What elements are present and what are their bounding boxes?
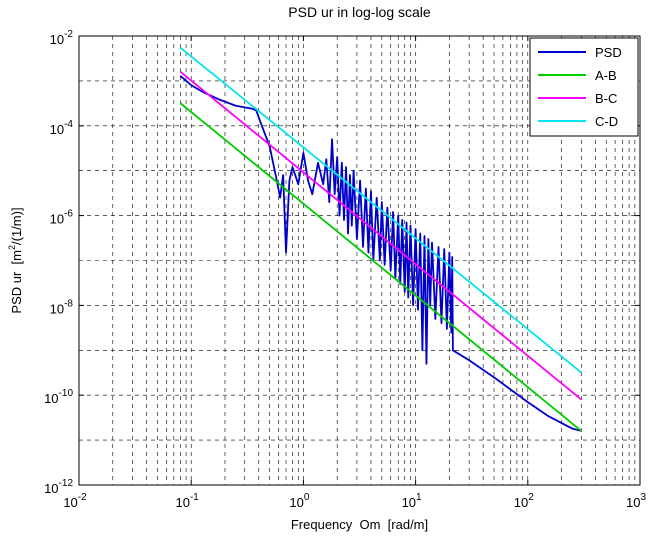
x-tick-label-exp: -1	[190, 492, 199, 503]
series-line-a-b	[179, 102, 582, 432]
y-tick-label-base: 10	[50, 122, 64, 137]
y-tick-label-exp: -8	[64, 298, 73, 309]
legend-label: A-B	[595, 68, 617, 83]
x-tick-label-base: 10	[514, 495, 528, 510]
x-tick-label: 100	[289, 492, 309, 510]
x-tick-label-exp: 0	[304, 492, 310, 503]
y-tick-label-exp: -2	[64, 29, 73, 40]
plot-area-frame	[78, 35, 641, 486]
grid-lines	[79, 36, 640, 485]
x-tick-label-exp: 3	[640, 492, 646, 503]
x-tick-label-exp: 2	[528, 492, 534, 503]
legend: PSD A-B B-C C-D	[529, 37, 639, 137]
x-tick-label-base: 10	[626, 495, 640, 510]
x-tick-label-exp: -2	[78, 492, 87, 503]
chart-title: PSD ur in log-log scale	[288, 4, 431, 20]
x-tick-label: 103	[626, 492, 646, 510]
y-tick-label-exp: -12	[59, 478, 74, 489]
x-tick-label: 10-2	[63, 492, 87, 510]
x-tick-label: 10-1	[176, 492, 200, 510]
y-tick-label: 10-4	[50, 119, 74, 137]
y-tick-label: 10-12	[44, 478, 73, 496]
y-axis-label-prefix: PSD ur [m	[9, 250, 24, 314]
series-line-b-c	[179, 71, 582, 401]
y-tick-label: 10-8	[50, 298, 74, 316]
y-tick-label-exp: -4	[64, 119, 73, 130]
x-tick-label-base: 10	[402, 495, 416, 510]
y-axis-label-sup: 2	[7, 245, 17, 250]
x-tick-label: 102	[514, 492, 534, 510]
legend-label: B-C	[595, 91, 617, 106]
x-tick-label: 101	[402, 492, 422, 510]
series-lines	[179, 46, 582, 432]
legend-label: C-D	[595, 114, 618, 129]
y-tick-label-base: 10	[50, 212, 64, 227]
legend-box	[529, 37, 639, 137]
y-tick-label: 10-6	[50, 209, 74, 227]
y-tick-label: 10-2	[50, 29, 74, 47]
legend-label: PSD	[595, 45, 622, 60]
y-tick-label-exp: -10	[59, 388, 74, 399]
y-axis-label-suffix: /(1/m)]	[9, 207, 24, 245]
y-tick-label-base: 10	[50, 301, 64, 316]
x-tick-label-exp: 1	[416, 492, 422, 503]
y-tick-label-exp: -6	[64, 209, 73, 220]
series-line-c-d	[179, 46, 582, 374]
x-tick-label-base: 10	[176, 495, 190, 510]
y-tick-label-base: 10	[50, 32, 64, 47]
y-tick-label-base: 10	[44, 481, 58, 496]
axis-ticks: 10-2 10-1 100 101 102 10310-1210-1010-810-610…	[44, 29, 646, 510]
series-line-psd	[179, 75, 582, 432]
x-tick-label-base: 10	[289, 495, 303, 510]
x-axis-label: Frequency Om [rad/m]	[291, 517, 428, 532]
x-tick-label-base: 10	[63, 495, 77, 510]
y-tick-label-base: 10	[44, 391, 58, 406]
y-axis-label: PSD ur [m2/(1/m)]	[7, 207, 24, 313]
y-tick-label: 10-10	[44, 388, 73, 406]
